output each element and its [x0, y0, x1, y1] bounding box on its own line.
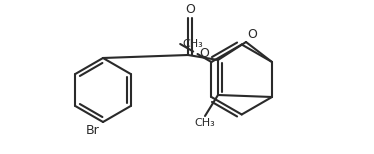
- Text: Br: Br: [86, 124, 100, 137]
- Text: O: O: [185, 3, 195, 16]
- Text: O: O: [247, 28, 257, 41]
- Text: O: O: [199, 47, 209, 61]
- Text: CH₃: CH₃: [182, 39, 203, 49]
- Text: CH₃: CH₃: [194, 118, 215, 128]
